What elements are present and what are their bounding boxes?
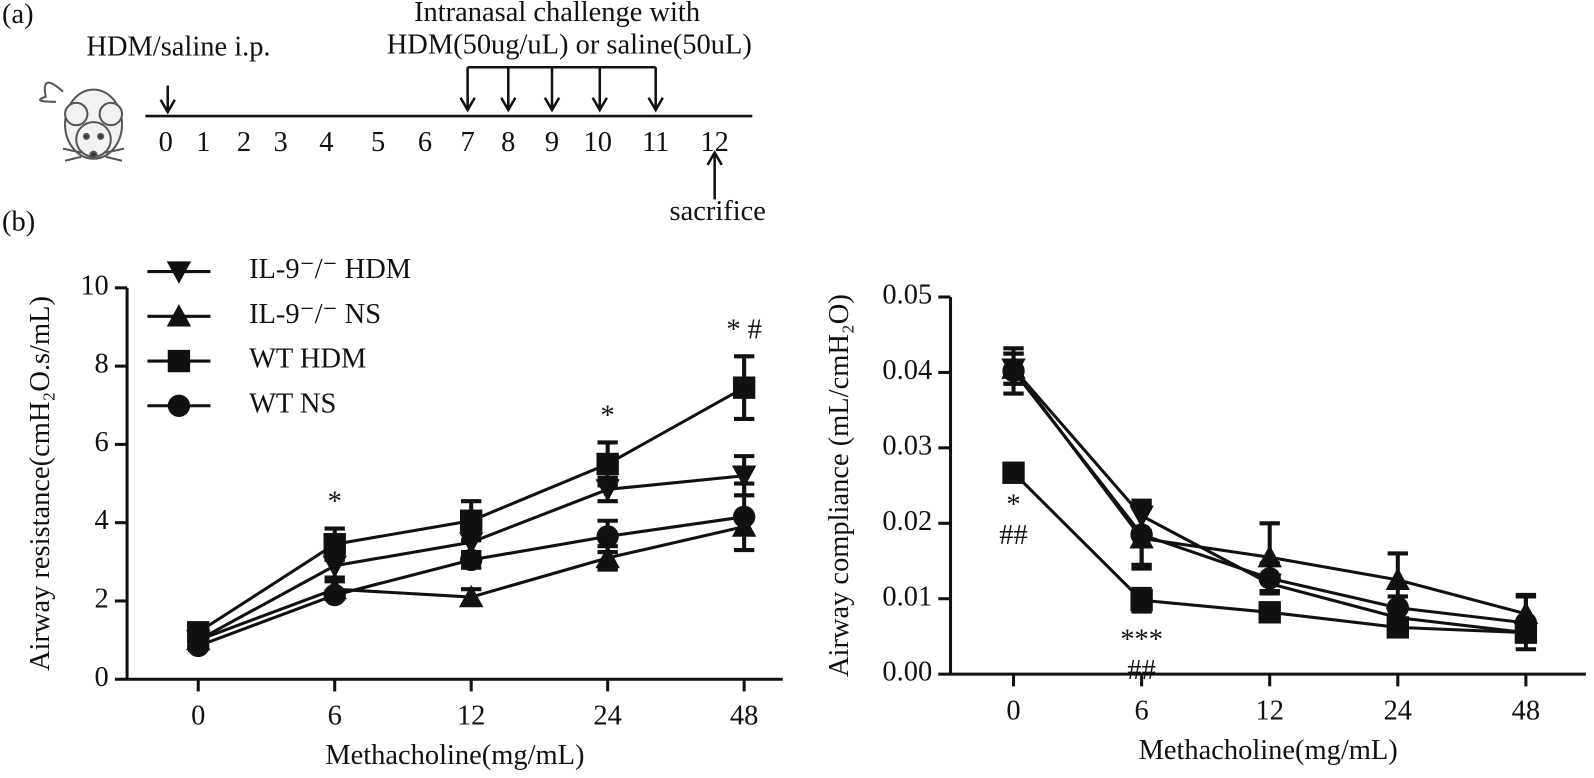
y-tick-label: 0.04	[882, 355, 932, 386]
arrow-head	[591, 97, 608, 113]
day-label: 10	[584, 127, 612, 158]
annotation: ##	[999, 520, 1027, 551]
legend-label: IL-9⁻/⁻ NS	[249, 299, 381, 330]
annotation: * #	[726, 314, 762, 345]
y-axis-label: Airway compliance (mL/cmH₂O)	[824, 294, 855, 677]
x-tick-label: 48	[1512, 695, 1540, 726]
day-label: 8	[501, 127, 515, 158]
marker	[1002, 359, 1025, 383]
y-tick-label: 10	[80, 270, 108, 301]
day-label: 9	[545, 127, 559, 158]
timeline	[145, 65, 753, 118]
marker	[167, 349, 191, 373]
annotation: *	[328, 487, 342, 518]
y-tick-label: 6	[95, 427, 109, 458]
marker	[460, 548, 483, 572]
marker	[167, 394, 191, 417]
marker	[596, 525, 619, 548]
y-tick-label: 4	[95, 505, 109, 536]
panel-label: (a)	[2, 0, 34, 30]
y-tick-label: 2	[95, 583, 109, 614]
marker	[731, 465, 757, 488]
y-tick-label: 0.01	[882, 581, 932, 612]
x-tick-label: 24	[593, 700, 621, 731]
arrow-head	[647, 97, 664, 113]
arrow-head	[500, 97, 517, 113]
marker	[166, 261, 192, 284]
marker	[460, 509, 483, 532]
y-tick-label: 0.00	[882, 657, 932, 688]
x-tick-label: 6	[328, 700, 342, 731]
marker	[595, 545, 620, 569]
marker	[1514, 611, 1538, 635]
x-tick-label: 12	[1255, 695, 1283, 726]
day-label: 4	[319, 127, 333, 158]
marker	[596, 452, 619, 476]
marker	[1258, 567, 1281, 590]
y-tick-label: 0.03	[882, 430, 932, 461]
marker	[1130, 589, 1153, 612]
marker	[732, 376, 756, 399]
panel-label: (b)	[2, 206, 35, 237]
legend-label: IL-9⁻/⁻ HDM	[249, 254, 411, 285]
day-label: 2	[237, 127, 251, 158]
marker	[1130, 523, 1153, 546]
arrow-head	[159, 99, 176, 115]
mouse-icon	[39, 81, 125, 162]
x-axis-label: Methacholine(mg/mL)	[325, 740, 584, 771]
y-axis-label: Airway resistance(cmH₂O.s/mL)	[25, 296, 56, 671]
day-label: 5	[371, 127, 385, 158]
day-label: 0	[159, 127, 173, 158]
marker	[1386, 596, 1409, 619]
arrow-head	[543, 97, 561, 113]
annotation: ***	[1120, 625, 1163, 656]
marker	[323, 583, 346, 607]
arrow-head	[706, 150, 723, 166]
x-tick-label: 0	[191, 700, 205, 731]
marker	[1002, 461, 1025, 484]
sacrifice-label: sacrifice	[670, 196, 766, 227]
day-label: 6	[418, 127, 432, 158]
x-tick-label: 12	[457, 700, 485, 731]
x-tick-label: 0	[1006, 695, 1020, 726]
y-tick-label: 0	[95, 662, 109, 693]
annotation: *	[1006, 490, 1020, 521]
annotation: ##	[1127, 655, 1155, 686]
day-label: 3	[273, 127, 287, 158]
legend-label: WT NS	[249, 388, 336, 419]
marker	[166, 304, 192, 327]
x-tick-label: 6	[1135, 695, 1149, 726]
x-axis-label: Methacholine(mg/mL)	[1139, 735, 1398, 766]
y-tick-label: 0.02	[882, 506, 932, 537]
marker	[732, 505, 756, 528]
challenge-label: Intranasal challenge with	[414, 0, 700, 28]
arrow-head	[459, 97, 476, 113]
x-tick-label: 48	[730, 700, 758, 731]
x-tick-label: 24	[1384, 695, 1412, 726]
y-tick-label: 0.05	[882, 280, 932, 311]
marker	[458, 584, 484, 608]
y-tick-label: 8	[95, 349, 109, 380]
marker	[1385, 567, 1410, 591]
day-label: 7	[461, 127, 475, 158]
marker	[1386, 616, 1409, 639]
marker	[187, 634, 210, 658]
annotation: *	[601, 401, 615, 432]
marker	[458, 532, 484, 555]
day-label: 11	[642, 127, 669, 158]
challenge-label: HDM(50ug/uL) or saline(50uL)	[387, 29, 752, 60]
marker	[1258, 601, 1281, 624]
marker	[323, 533, 346, 556]
ip-label: HDM/saline i.p.	[86, 31, 270, 62]
day-label: 1	[196, 127, 210, 158]
legend-label: WT HDM	[249, 344, 366, 375]
